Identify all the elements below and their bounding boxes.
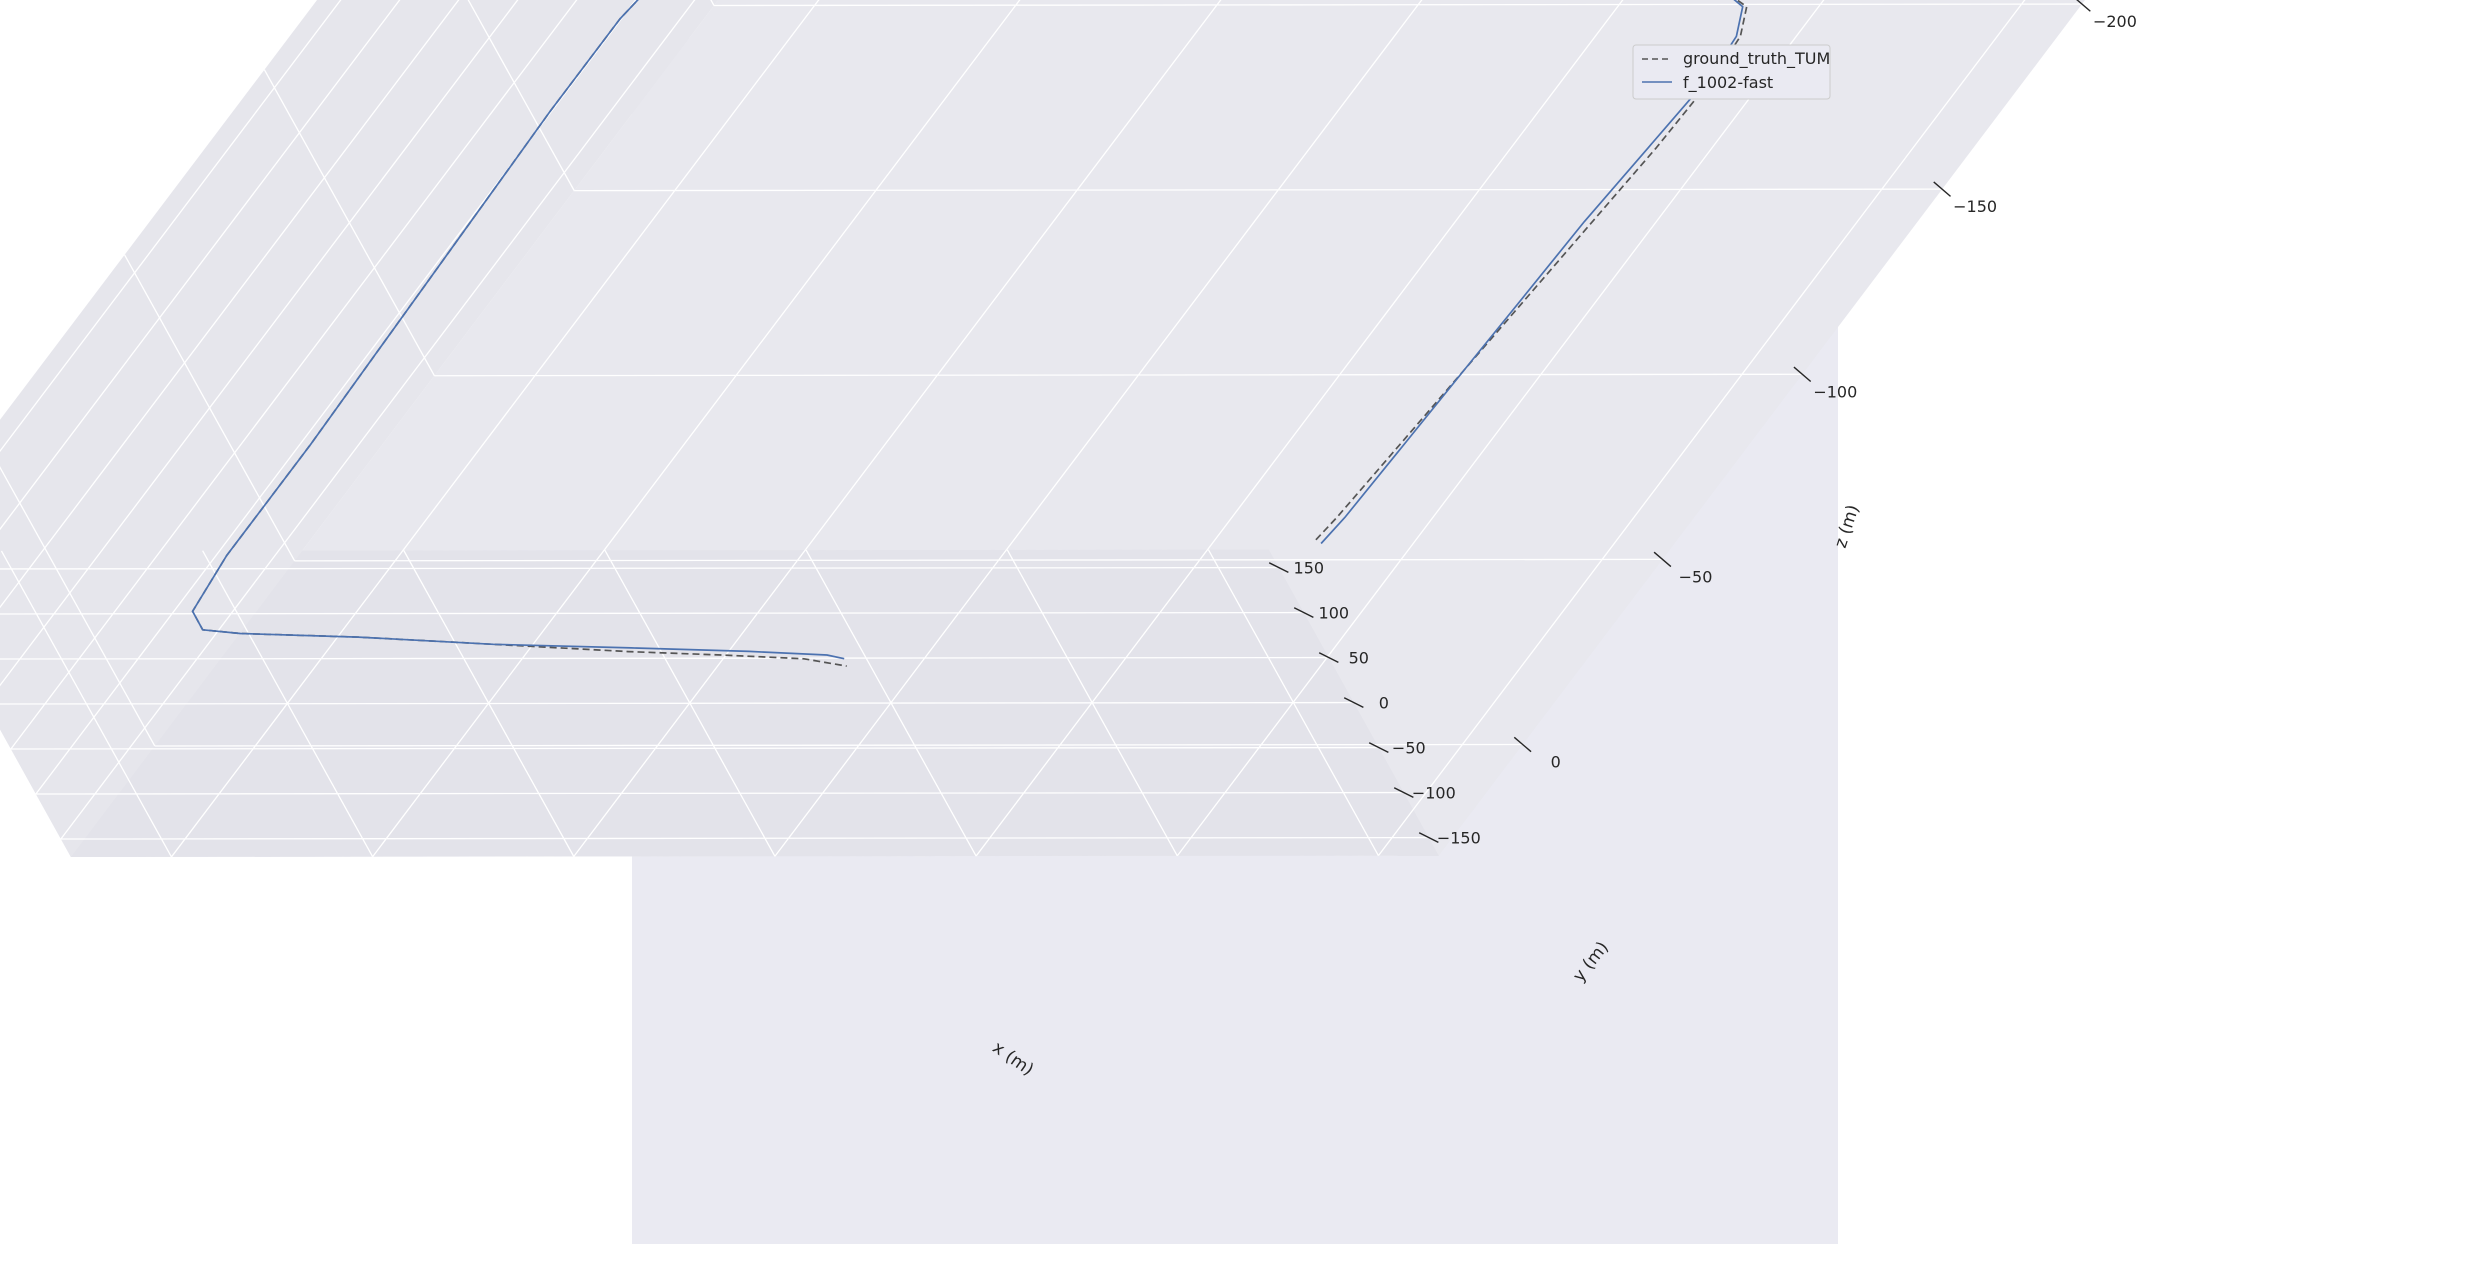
y-tick-label: −100 <box>1813 382 1857 401</box>
z-tick-label: 0 <box>1379 694 1389 713</box>
z-tick-label: −50 <box>1392 739 1426 758</box>
legend-label-estimate: f_1002-fast <box>1683 73 1773 93</box>
legend: ground_truth_TUM f_1002-fast <box>1632 44 1831 100</box>
y-tick <box>1653 551 1672 568</box>
grid-line-z-back <box>0 656 1329 660</box>
y-tick <box>1793 366 1812 383</box>
grid-line-z-back <box>0 701 1354 705</box>
grid-line-z-side <box>0 0 401 531</box>
z-tick-label: 100 <box>1319 604 1350 623</box>
grid-line-y-floor <box>154 743 1523 747</box>
y-axis-label: y (m) <box>1569 938 1613 986</box>
grid-line-z-back <box>10 746 1379 750</box>
grid-line-z-side <box>0 0 342 453</box>
z-tick <box>1418 832 1439 844</box>
y-tick-label: 0 <box>1551 753 1561 772</box>
grid-line-z-side <box>10 0 578 750</box>
y-tick-label: −200 <box>2093 12 2137 31</box>
panes <box>0 0 2086 857</box>
grid-line-z-side <box>0 0 460 609</box>
grid-line-x-floor <box>372 0 1021 858</box>
z-tick <box>1393 787 1414 799</box>
z-tick-label: 150 <box>1294 559 1325 578</box>
z-tick <box>1318 652 1339 664</box>
z-tick-label: −100 <box>1412 784 1456 803</box>
z-axis-label: z (m) <box>1831 502 1864 550</box>
grid-lines <box>0 0 2082 858</box>
z-tick-label: −150 <box>1437 829 1481 848</box>
y-tick-label: −150 <box>1953 197 1997 216</box>
y-tick <box>1513 736 1532 753</box>
grid-line-y-floor <box>294 558 1663 562</box>
grid-line-z-back <box>60 836 1429 840</box>
grid-line-z-side <box>60 0 696 840</box>
series-line-ground-truth <box>191 0 1748 667</box>
grid-line-x-floor <box>975 0 1624 857</box>
z-tick-label: 50 <box>1349 649 1369 668</box>
legend-label-ground-truth: ground_truth_TUM <box>1683 49 1830 69</box>
y-tick <box>1933 181 1951 197</box>
legend-frame <box>1632 44 1831 100</box>
z-tick <box>1293 607 1314 619</box>
z-tick <box>1268 562 1289 574</box>
grid-line-z-side <box>35 0 637 795</box>
grid-line-x-floor <box>170 0 820 858</box>
z-tick <box>1368 742 1389 754</box>
y-tick <box>2076 0 2091 12</box>
grid-line-x-floor <box>573 0 1222 857</box>
grid-line-y-floor <box>714 3 2082 7</box>
y-tick-label: −50 <box>1679 567 1713 586</box>
grid-line-z-back <box>35 791 1404 795</box>
grid-line-z-back <box>0 566 1279 570</box>
z-tick <box>1343 697 1364 709</box>
x-axis-label: x (m) <box>989 1038 1038 1080</box>
axis-ticks: −200−150−100−500501000−50−100−150−200−25… <box>1268 0 2137 848</box>
series-lines <box>191 0 1748 667</box>
grid-line-y-floor <box>574 188 1943 192</box>
grid-line-z-side <box>0 0 519 687</box>
grid-line-x-floor <box>774 0 1423 857</box>
grid-line-z-back <box>0 611 1304 615</box>
grid-line-y-floor <box>434 373 1803 377</box>
series-line-estimate <box>191 0 1744 660</box>
grid-line-x-floor <box>1176 0 1825 857</box>
grid-line-x-floor <box>1377 0 2026 857</box>
